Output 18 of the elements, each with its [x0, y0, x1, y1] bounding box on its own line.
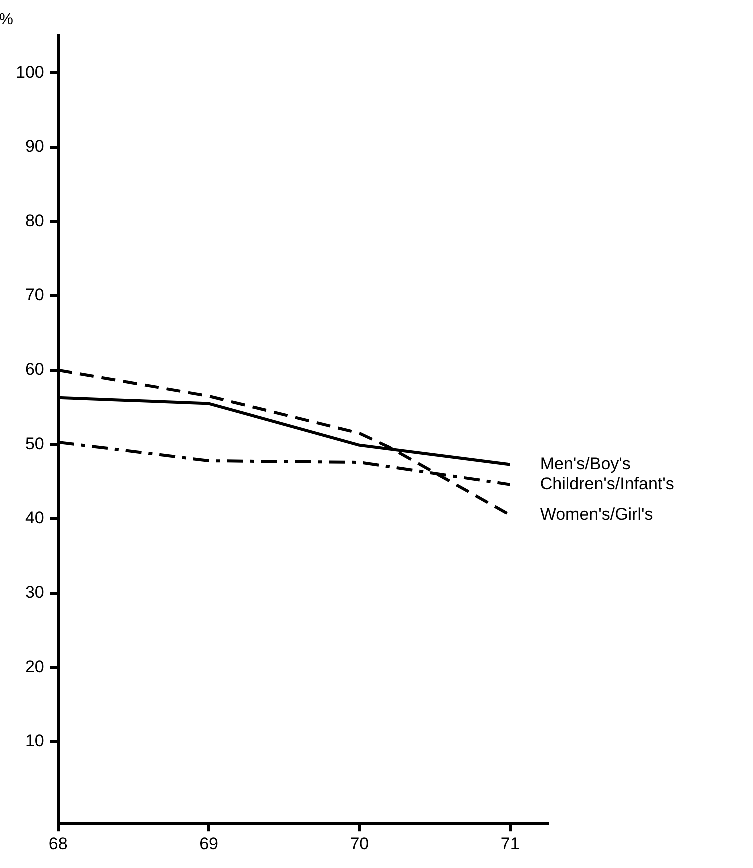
series-label: Men's/Boy's [540, 454, 631, 474]
y-tick-label: 60 [25, 360, 44, 380]
y-tick-label: 40 [25, 508, 44, 528]
y-axis-title: % [0, 11, 14, 28]
x-tick-label: 70 [350, 834, 370, 854]
x-tick-label: 69 [200, 834, 218, 854]
series-label: Women's/Girl's [540, 504, 654, 524]
x-tick-label: 71 [500, 834, 520, 854]
y-tick-label: 50 [25, 434, 44, 454]
y-tick-label: 10 [25, 732, 44, 751]
y-tick-label: 30 [25, 582, 44, 602]
series-label: Children's/Infant's [540, 474, 674, 494]
y-tick-label: 70 [25, 286, 44, 305]
y-tick-label: 100 [16, 62, 44, 82]
x-tick-label: 68 [48, 834, 68, 854]
y-tick-label: 90 [25, 137, 44, 156]
y-tick-label: 80 [25, 211, 44, 230]
y-tick-label: 20 [25, 657, 44, 676]
